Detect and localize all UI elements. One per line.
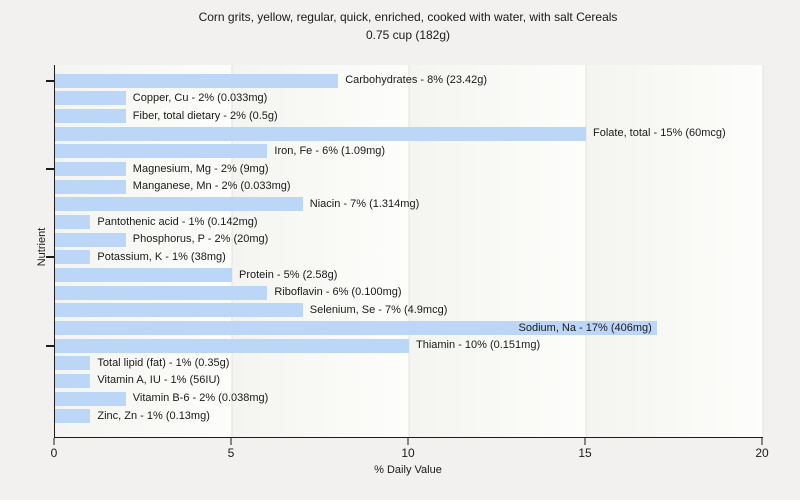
gridline-5 [231, 65, 233, 437]
gridline-10 [408, 65, 410, 437]
nutrient-bar-label: Niacin - 7% (1.314mg) [309, 197, 420, 210]
x-tick-label: 20 [755, 446, 769, 460]
chart-header: Corn grits, yellow, regular, quick, enri… [54, 8, 762, 44]
chart-title: Corn grits, yellow, regular, quick, enri… [198, 10, 618, 24]
nutrient-bar-label: Copper, Cu - 2% (0.033mg) [132, 91, 268, 104]
nutrient-bar-label: Vitamin B-6 - 2% (0.038mg) [132, 392, 269, 405]
nutrient-bar[interactable] [55, 197, 303, 212]
plot-area: Carbohydrates - 8% (23.42g) Copper, Cu - … [46, 65, 764, 438]
x-tick-mark [761, 438, 763, 445]
nutrient-bar-label: Iron, Fe - 6% (1.09mg) [274, 144, 386, 157]
bar-row: Protein - 5% (2.58g) [55, 266, 763, 284]
chart-subtitle: 0.75 cup (182g) [365, 28, 451, 42]
nutrient-bar[interactable] [55, 109, 126, 124]
gridline-15 [585, 65, 587, 437]
nutrient-bar[interactable] [55, 73, 339, 88]
nutrient-bar-label: Vitamin A, IU - 1% (56IU) [97, 374, 221, 387]
nutrient-bar[interactable] [55, 268, 232, 283]
nutrient-bar-label: Pantothenic acid - 1% (0.142mg) [97, 215, 258, 228]
nutrient-bar[interactable] [55, 356, 91, 371]
y-axis-title: Nutrient [36, 227, 48, 267]
bar-row: Riboflavin - 6% (0.100mg) [55, 284, 763, 302]
nutrient-bar[interactable] [55, 179, 126, 194]
x-tick-mark [407, 438, 409, 445]
y-tick-mark [46, 344, 54, 347]
x-tick-label: 5 [227, 446, 235, 460]
x-tick-mark [230, 438, 232, 445]
nutrient-bar[interactable] [55, 91, 126, 106]
nutrient-bar-label: Manganese, Mn - 2% (0.033mg) [132, 180, 291, 193]
nutrient-bar[interactable] [55, 144, 268, 159]
gridline-20 [762, 65, 764, 437]
x-tick-mark [53, 438, 55, 445]
nutrient-bar[interactable] [55, 126, 586, 141]
bar-row: Total lipid (fat) - 1% (0.35g) [55, 355, 763, 373]
x-axis: 0 5 10 15 20 [50, 438, 769, 462]
x-tick-label: 0 [50, 446, 58, 460]
x-axis-title: % Daily Value [374, 464, 442, 476]
nutrient-bar[interactable] [55, 215, 91, 230]
nutrient-bar-label: Total lipid (fat) - 1% (0.35g) [97, 356, 230, 369]
bar-row: Potassium, K - 1% (38mg) [46, 249, 763, 267]
bar-rows: Carbohydrates - 8% (23.42g) Copper, Cu - … [46, 72, 763, 425]
y-tick-mark [46, 79, 54, 82]
bar-row: Carbohydrates - 8% (23.42g) [46, 72, 763, 90]
nutrient-bar-label: Fiber, total dietary - 2% (0.5g) [132, 109, 278, 122]
nutrient-bar[interactable] [55, 391, 126, 406]
bar-row: Niacin - 7% (1.314mg) [55, 196, 763, 214]
nutrient-bar-label: Potassium, K - 1% (38mg) [97, 250, 226, 263]
nutrient-bar[interactable] [55, 303, 303, 318]
nutrient-bar[interactable] [55, 162, 126, 177]
nutrient-bar-label: Thiamin - 10% (0.151mg) [416, 339, 541, 352]
nutrient-bar[interactable] [55, 285, 268, 300]
bar-row: Vitamin A, IU - 1% (56IU) [55, 372, 763, 390]
bar-row: Folate, total - 15% (60mcg) [55, 125, 763, 143]
nutrient-bar-label: Riboflavin - 6% (0.100mg) [274, 286, 402, 299]
bar-row: Magnesium, Mg - 2% (9mg) [46, 160, 763, 178]
bar-row: Phosphorus, P - 2% (20mg) [55, 231, 763, 249]
bar-row: Iron, Fe - 6% (1.09mg) [55, 143, 763, 161]
nutrient-bar-label: Zinc, Zn - 1% (0.13mg) [97, 409, 210, 422]
nutrient-bar-label: Sodium, Na - 17% (406mg) [518, 321, 652, 334]
bar-row: Manganese, Mn - 2% (0.033mg) [55, 178, 763, 196]
x-tick-label: 10 [401, 446, 415, 460]
bar-row: Thiamin - 10% (0.151mg) [46, 337, 763, 355]
bar-row: Copper, Cu - 2% (0.033mg) [55, 90, 763, 108]
nutrient-bar[interactable] [55, 232, 126, 247]
bar-row: Sodium, Na - 17% (406mg) [55, 319, 763, 337]
nutrient-bar-label: Protein - 5% (2.58g) [239, 268, 338, 281]
bar-row: Pantothenic acid - 1% (0.142mg) [55, 213, 763, 231]
nutrient-bar-label: Folate, total - 15% (60mcg) [593, 127, 726, 140]
x-tick-mark [584, 438, 586, 445]
nutrient-bar[interactable] [55, 250, 91, 265]
nutrient-bar-label: Selenium, Se - 7% (4.9mcg) [309, 303, 448, 316]
bar-row: Fiber, total dietary - 2% (0.5g) [55, 107, 763, 125]
nutrient-bar-label: Magnesium, Mg - 2% (9mg) [132, 162, 269, 175]
bar-row: Selenium, Se - 7% (4.9mcg) [55, 302, 763, 320]
nutrient-bar-label: Phosphorus, P - 2% (20mg) [132, 233, 269, 246]
y-tick-mark [46, 168, 54, 171]
bar-row: Vitamin B-6 - 2% (0.038mg) [55, 390, 763, 408]
nutrient-bar-label: Carbohydrates - 8% (23.42g) [345, 74, 488, 87]
y-tick-mark [46, 256, 54, 259]
nutrient-bar[interactable] [55, 409, 91, 424]
nutrient-bar[interactable] [55, 338, 409, 353]
nutrient-bar[interactable] [55, 373, 91, 388]
bar-row: Zinc, Zn - 1% (0.13mg) [55, 407, 763, 425]
x-tick-label: 15 [578, 446, 592, 460]
nutrient-bar[interactable]: Sodium, Na - 17% (406mg) [55, 321, 657, 336]
